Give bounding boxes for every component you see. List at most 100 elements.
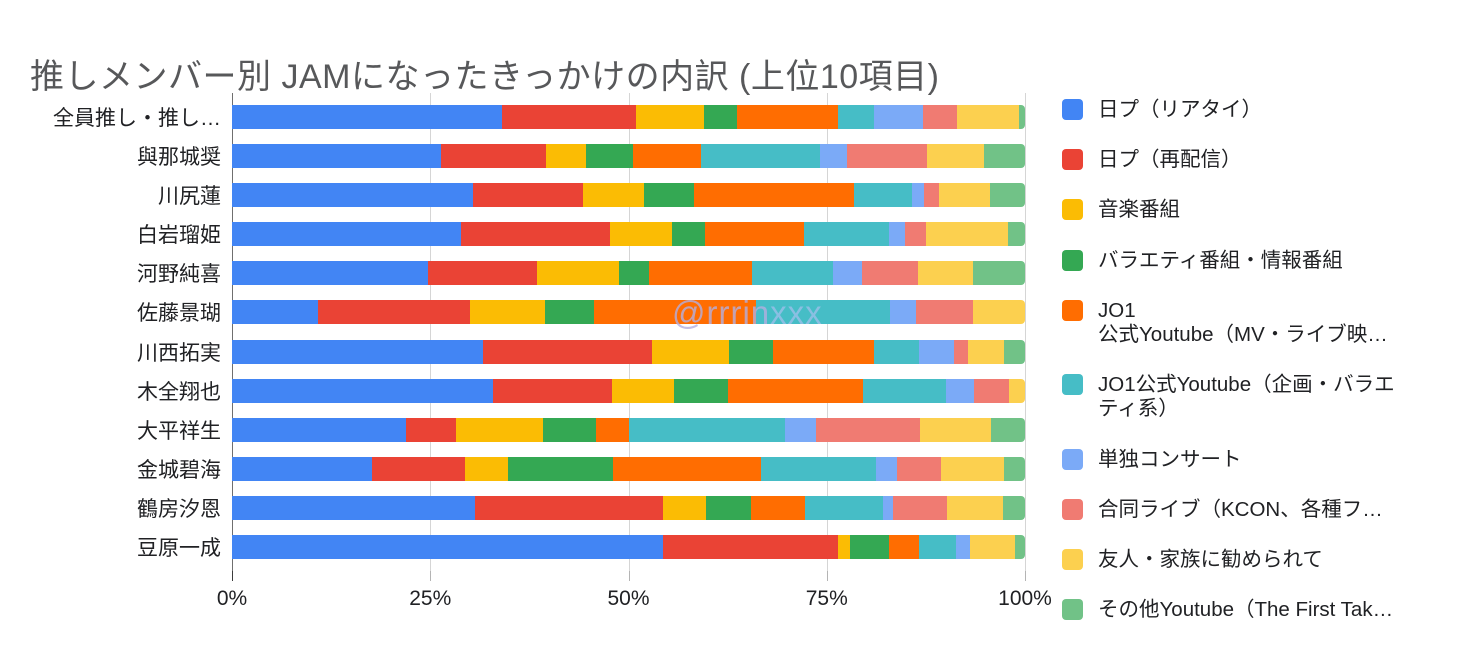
plot-area: @rrrinxxx 全員推し・推し… 與那城奨 川尻蓮 白岩瑠姫 河野純喜 佐藤景瑚 川西拓… (0, 93, 1052, 648)
bar-segment (833, 261, 863, 286)
bar-segment (924, 182, 939, 207)
legend-label: 日プ（再配信） (1098, 148, 1242, 172)
bar-segment (920, 417, 991, 442)
bar-segment (874, 104, 924, 129)
bar-segment (544, 300, 594, 325)
bar-segment (984, 143, 1025, 168)
bar-segment (918, 535, 956, 560)
bar-segment (705, 222, 805, 247)
category-label: 大平祥生 (137, 419, 221, 443)
bar-segment (649, 261, 753, 286)
legend-swatch (1062, 249, 1083, 271)
bar-segment (501, 104, 637, 129)
bar-segment (693, 182, 854, 207)
bar-segment (974, 378, 1010, 403)
bar-segment (594, 300, 756, 325)
legend-item: 日プ（再配信） (1062, 148, 1472, 172)
bar-segment (232, 535, 663, 560)
bar-segment (232, 456, 372, 481)
bar-segment (440, 143, 547, 168)
legend-swatch (1062, 548, 1083, 570)
x-axis-tick-label: 75% (805, 586, 848, 610)
bar-segment (940, 456, 1005, 481)
chart-body: @rrrinxxx 全員推し・推し… 與那城奨 川尻蓮 白岩瑠姫 河野純喜 佐藤景瑚 川西拓… (0, 93, 1482, 648)
bar-segment (737, 104, 838, 129)
stacked-bar (232, 300, 1025, 325)
bar-segment (474, 496, 663, 521)
legend-label: 日プ（リアタイ） (1098, 98, 1262, 121)
bar-segment (923, 104, 957, 129)
bar-segment (947, 496, 1003, 521)
category-label: 全員推し・推し… (53, 106, 221, 130)
bar-segment (461, 222, 610, 247)
bar-row: 鶴房汐恩 (0, 489, 1025, 528)
axis-tick (430, 571, 432, 581)
bar-segment (232, 104, 502, 129)
bar-segment (853, 182, 912, 207)
bar-segment (232, 222, 462, 247)
bar-segment (472, 182, 583, 207)
category-label: 川西拓実 (137, 341, 221, 365)
axis-tick (826, 571, 828, 581)
bar-segment (751, 496, 806, 521)
bar-segment (507, 456, 613, 481)
stacked-bar (232, 456, 1025, 481)
bar-segment (956, 104, 1019, 129)
bar-row: 川西拓実 (0, 332, 1025, 371)
bar-segment (846, 143, 927, 168)
bar-segment (232, 300, 319, 325)
axis-tick (232, 571, 233, 581)
legend-label: バラエティ番組・情報番組 (1098, 248, 1343, 272)
stacked-bar (232, 222, 1025, 247)
legend: 日プ（リアタイ） 日プ（再配信） 音楽番組 バラエティ番組・情報番組 JO1 公式You… (1025, 97, 1482, 648)
bar-segment (651, 339, 730, 364)
bar-segment (582, 182, 644, 207)
bar-segment (493, 378, 613, 403)
bar-segment (700, 143, 820, 168)
bar-segment (674, 378, 728, 403)
bar-segment (889, 535, 919, 560)
bar-segment (470, 300, 545, 325)
bar-row: 與那城奨 (0, 136, 1025, 175)
bar-segment (729, 339, 774, 364)
legend-swatch (1062, 448, 1083, 470)
legend-swatch (1062, 199, 1083, 221)
bar-segment (875, 456, 898, 481)
bar-segment (612, 456, 761, 481)
legend-label: 友人・家族に勧められて (1098, 547, 1323, 571)
stacked-bar (232, 339, 1025, 364)
category-label: 與那城奨 (137, 145, 221, 169)
bar-segment (990, 417, 1025, 442)
category-label: 河野純喜 (137, 263, 221, 287)
bar-segment (883, 496, 893, 521)
chart-title: 推しメンバー別 JAMになったきっかけの内訳 (上位10項目) (30, 57, 940, 96)
bar-segment (953, 339, 968, 364)
legend-item: 日プ（リアタイ） (1062, 98, 1472, 122)
bar-segment (773, 339, 874, 364)
bar-segment (819, 143, 847, 168)
bar-segment (755, 300, 891, 325)
category-label: 川尻蓮 (158, 184, 221, 208)
legend-swatch (1062, 374, 1083, 396)
category-label: 白岩瑠姫 (137, 224, 221, 248)
bar-segment (232, 417, 407, 442)
bar-segment (1018, 104, 1025, 129)
legend-label: 音楽番組 (1098, 198, 1180, 222)
legend-label: その他Youtube（The First Tak… (1098, 598, 1394, 622)
bar-segment (804, 222, 890, 247)
category-label: 豆原一成 (137, 537, 221, 561)
bar-row: 大平祥生 (0, 410, 1025, 449)
bar-segment (618, 261, 650, 286)
bar-segment (784, 417, 816, 442)
bar-segment (662, 535, 838, 560)
bar-segment (706, 496, 752, 521)
bar-segment (643, 182, 694, 207)
bar-segment (232, 496, 475, 521)
bar-row: 川尻蓮 (0, 175, 1025, 214)
bar-segment (849, 535, 890, 560)
bar-rows: @rrrinxxx 全員推し・推し… 與那城奨 川尻蓮 白岩瑠姫 河野純喜 佐藤景瑚 川西拓… (0, 97, 1025, 567)
category-label: 金城碧海 (137, 458, 221, 482)
stacked-bar (232, 182, 1025, 207)
bar-segment (633, 143, 701, 168)
bar-segment (671, 222, 706, 247)
